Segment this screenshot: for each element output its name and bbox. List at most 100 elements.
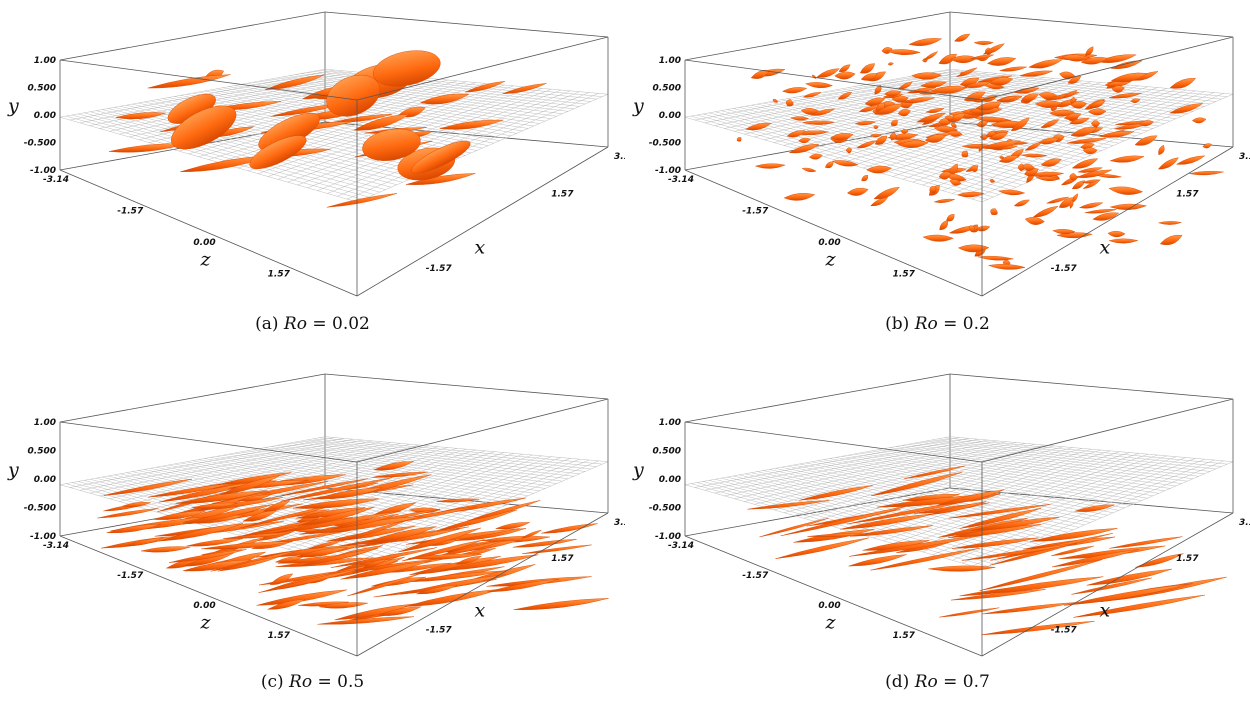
caption-b: (b) Ro = 0.2 [625, 314, 1250, 334]
isosurface-blob [808, 153, 823, 160]
isosurface-blob [873, 124, 879, 130]
isosurface-blob [1035, 176, 1060, 182]
z-axis-label: z [824, 249, 836, 271]
isosurface-blob [103, 478, 193, 496]
isosurface-blob [1040, 158, 1062, 167]
isosurface-blob [775, 537, 869, 559]
isosurface-blob [999, 155, 1005, 159]
isosurface-blob [434, 540, 505, 558]
z-tick-label: 1.57 [268, 270, 291, 280]
isosurface-blob [925, 108, 945, 114]
isosurface-blob [541, 523, 598, 534]
y-tick-label: 0.500 [653, 447, 681, 457]
isosurface-blob [1045, 196, 1070, 204]
isosurface-structures [747, 465, 1227, 636]
isosurface-blob [219, 475, 280, 495]
isosurface-blob [1069, 118, 1090, 125]
isosurface-blob [861, 174, 869, 182]
isosurface-blob [911, 72, 943, 80]
isosurface-blob [249, 135, 307, 170]
isosurface-blob [297, 547, 348, 558]
isosurface-blob [858, 105, 880, 113]
isosurface-blob [494, 522, 531, 530]
z-tick-label: -1.57 [742, 571, 769, 581]
isosurface-blob [786, 130, 806, 138]
isosurface-blob [1108, 238, 1139, 244]
isosurface-blob [1074, 504, 1115, 512]
isosurface-blob [1020, 93, 1039, 102]
isosurface-blob [317, 616, 414, 625]
isosurface-blob [1051, 549, 1139, 568]
y-axis-label: y [632, 95, 644, 117]
x-tick-label: -1.57 [426, 625, 453, 635]
isosurface-blob [780, 505, 911, 537]
y-tick-label: 1.00 [34, 418, 56, 428]
y-axis-label: y [7, 459, 19, 481]
isosurface-blob [1040, 119, 1060, 128]
x-axis-label: x [475, 600, 486, 622]
isosurface-blob [750, 69, 770, 79]
isosurface-blob [1091, 120, 1101, 128]
isosurface-blob [949, 179, 962, 186]
isosurface-blob [885, 49, 921, 55]
isosurface-blob [201, 541, 293, 550]
isosurface-blob [1073, 594, 1205, 618]
isosurface-blob [307, 540, 342, 550]
box-back-edges [684, 373, 1234, 537]
isosurface-blob [983, 83, 1005, 90]
isosurface-blob [1111, 85, 1125, 93]
isosurface-blob [1063, 583, 1189, 606]
z-tick-label: 0.00 [818, 238, 840, 248]
isosurface-blob [747, 500, 830, 510]
x-tick-label: 1.57 [1176, 189, 1199, 199]
x-axis-label: x [1100, 600, 1111, 622]
isosurface-blob [1110, 72, 1148, 83]
z-tick-label: 0.00 [193, 601, 215, 611]
isosurface-blob [298, 506, 375, 526]
isosurface-blob [186, 538, 243, 547]
isosurface-blob [264, 74, 325, 90]
isosurface-blob [901, 128, 909, 134]
isosurface-blob [292, 498, 380, 509]
isosurface-blob [1097, 54, 1137, 63]
isosurface-blob [1049, 109, 1076, 117]
x-tick-label: 3.14 [614, 152, 625, 162]
caption-tag: (c) [260, 672, 284, 692]
y-tick-label: 0.00 [659, 111, 681, 121]
isosurface-blob [981, 620, 1095, 636]
isosurface-blob [866, 165, 892, 174]
x-tick-label: 1.57 [1176, 554, 1199, 564]
isosurface-blob [938, 171, 952, 180]
isosurface-blob [900, 97, 936, 104]
box-front-edges [684, 398, 1234, 657]
isosurface-blob [978, 255, 1014, 261]
isosurface-blob [182, 559, 252, 572]
isosurface-blob [869, 133, 882, 138]
isosurface-blob [854, 120, 877, 126]
isosurface-blob [1110, 60, 1143, 69]
isosurface-blob [890, 119, 898, 127]
isosurface-blob [1089, 100, 1106, 109]
isosurface-blob [266, 599, 306, 610]
isosurface-blob [989, 132, 1009, 141]
isosurface-blob [1189, 170, 1224, 176]
isosurface-blob [939, 607, 1000, 618]
isosurface-blob [411, 140, 471, 174]
y-tick-label: 1.00 [659, 418, 681, 428]
isosurface-blob [1086, 568, 1173, 586]
isosurface-blob [1077, 167, 1104, 173]
isosurface-blob [1130, 98, 1141, 104]
isosurface-blob [372, 461, 415, 471]
y-tick-label: 1.00 [34, 56, 56, 66]
isosurface-blob [168, 549, 247, 563]
isosurface-blob [115, 112, 166, 120]
y-tick-label: -0.500 [24, 139, 56, 149]
isosurface-blob [923, 51, 939, 61]
isosurface-blob [1084, 209, 1117, 214]
isosurface-blob [802, 92, 822, 98]
isosurface-blob [1063, 112, 1082, 120]
isosurface-blob [772, 98, 778, 103]
isosurface-blob [521, 529, 542, 539]
panel-d: 1.00 0.500 0.00 -0.500 -1.00 -3.14 -1.57 0.00 1.… [625, 358, 1250, 716]
isosurface-blob [988, 77, 1014, 86]
